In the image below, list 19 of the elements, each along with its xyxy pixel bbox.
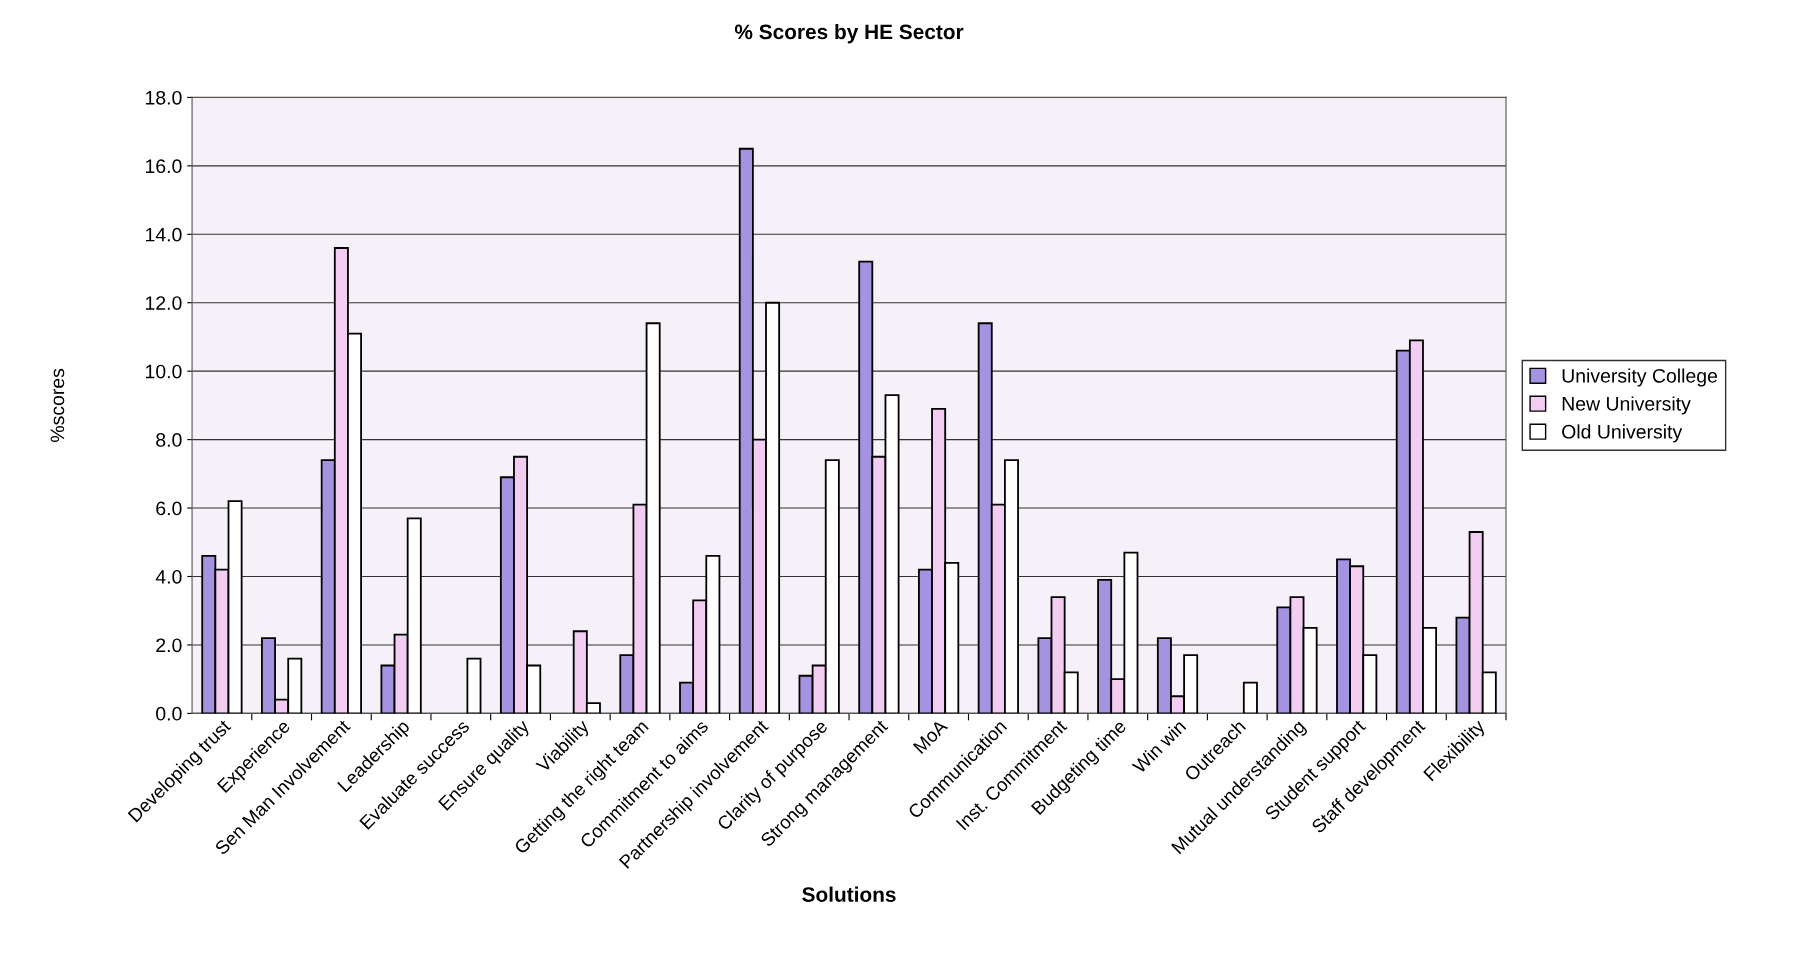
x-axis-title: Solutions <box>802 886 896 902</box>
y-tick-label: 8.0 <box>156 433 182 447</box>
y-tick-label: 6.0 <box>156 501 182 516</box>
legend-label: Old University <box>1562 424 1683 443</box>
bar <box>1242 681 1258 714</box>
y-tick-label: 10.0 <box>145 364 182 379</box>
chart-title: % Scores by HE Sector <box>734 23 964 44</box>
x-tick-label: Win win <box>1131 718 1187 775</box>
bar <box>466 657 482 714</box>
y-axis-title: %scores <box>50 368 65 442</box>
y-tick-label: 14.0 <box>145 227 182 242</box>
y-tick-label: 12.0 <box>145 296 182 310</box>
y-tick-label: 2.0 <box>156 638 182 653</box>
y-tick-label: 16.0 <box>145 159 182 174</box>
y-tick-label: 4.0 <box>155 569 182 584</box>
y-tick-label: 0.0 <box>156 706 182 721</box>
legend-label: New University <box>1562 396 1691 415</box>
y-tick-label: 18.0 <box>145 90 182 105</box>
legend-label: University College <box>1562 368 1718 387</box>
